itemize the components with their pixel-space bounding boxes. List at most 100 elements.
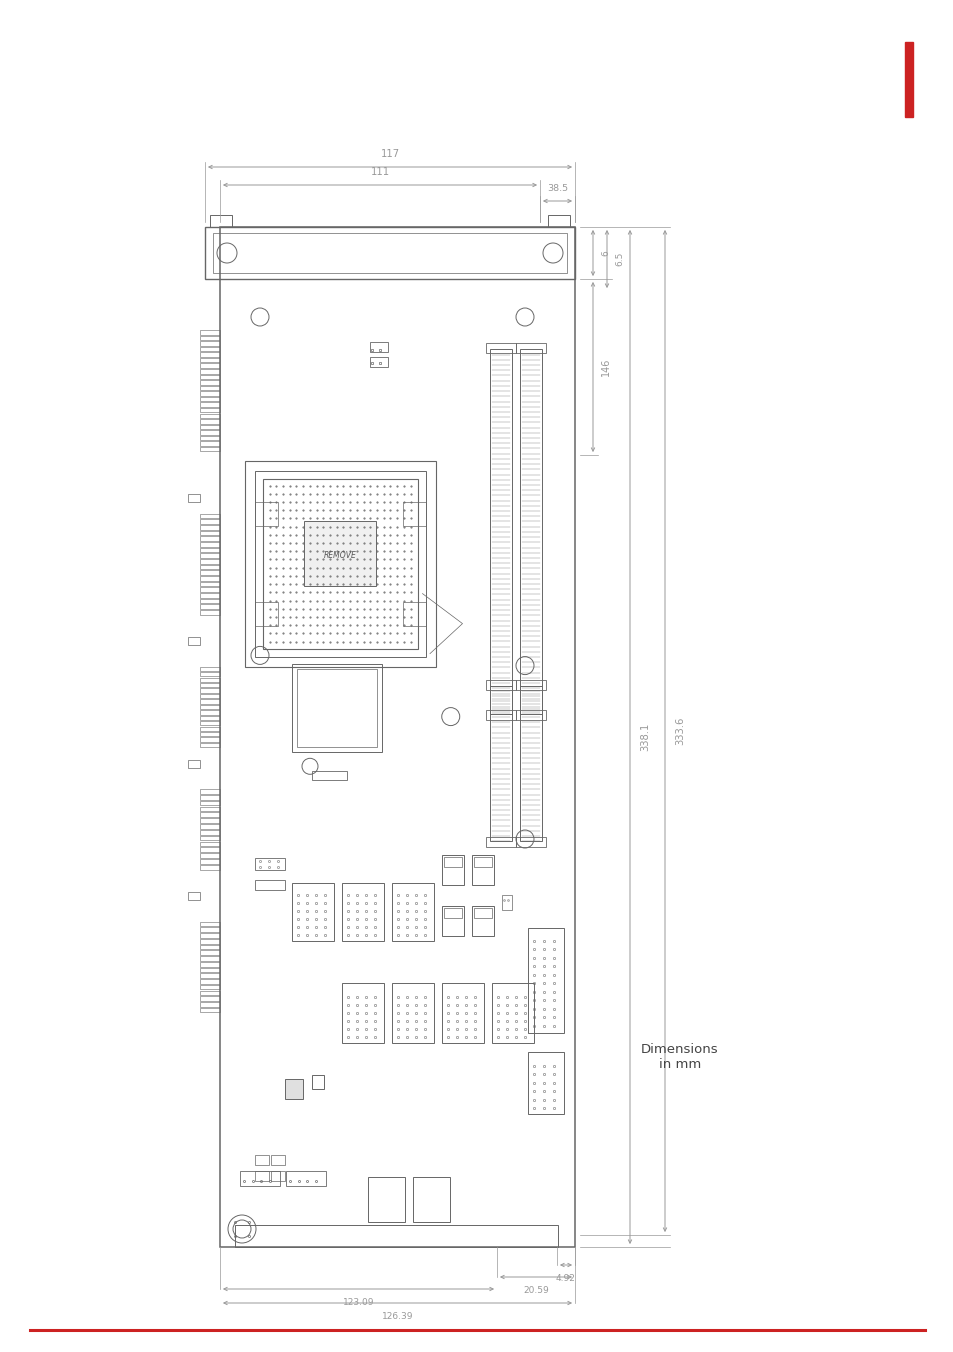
Bar [392,983,434,1042]
Bar [200,448,220,452]
Text: 123.09: 123.09 [342,1298,374,1307]
Bar [200,945,220,949]
Bar [200,380,220,384]
Bar [200,699,220,703]
Bar [200,677,220,681]
Bar [200,414,220,418]
Bar [200,397,220,402]
Bar [200,813,220,817]
Bar [200,375,220,379]
Bar [443,909,461,918]
Bar [490,349,512,714]
Bar [234,1225,558,1247]
Bar [516,343,545,353]
Bar [472,906,494,936]
Bar [200,430,220,435]
Bar [200,807,220,811]
Bar [312,1075,324,1088]
Bar [200,548,220,552]
Bar [200,973,220,977]
Bar [200,408,220,412]
Bar [441,854,463,886]
Bar [200,991,220,995]
Bar [341,983,384,1042]
Bar [285,1079,303,1099]
Text: Dimensions
in mm: Dimensions in mm [640,1042,718,1071]
Bar [200,956,220,961]
Bar [200,922,220,926]
Bar [254,1171,269,1180]
Bar [254,880,285,890]
Text: 111: 111 [370,168,389,177]
Bar [485,680,516,690]
Bar [200,542,220,546]
Bar [200,790,220,794]
Bar [286,1171,326,1186]
Bar [200,369,220,373]
Bar [200,672,220,676]
Bar [200,984,220,990]
Bar [200,927,220,932]
Text: 146: 146 [600,358,610,376]
Bar [200,604,220,608]
Bar [296,669,376,748]
Bar [292,883,334,941]
Bar [474,857,492,867]
Bar [200,836,220,841]
Text: 38.5: 38.5 [546,184,567,193]
Bar [200,1007,220,1013]
Bar [200,435,220,441]
Bar [254,602,277,626]
Bar [200,391,220,396]
Bar [490,685,512,841]
Bar [200,667,220,671]
Bar [188,892,200,900]
Bar [472,854,494,886]
Bar [200,710,220,715]
Text: 6.5: 6.5 [615,251,623,266]
Bar [200,848,220,852]
Bar [341,883,384,941]
Bar [200,519,220,525]
Bar [200,694,220,698]
Bar [200,938,220,944]
Bar [443,857,461,867]
Text: 4.92: 4.92 [556,1274,576,1283]
Bar [200,347,220,352]
Bar [547,215,569,227]
Bar [200,830,220,834]
Bar [200,853,220,859]
Bar [200,525,220,530]
Text: 333.6: 333.6 [675,717,684,745]
Bar [200,419,220,423]
Bar [485,343,516,353]
Bar [516,710,545,721]
Bar [200,403,220,407]
Bar [200,358,220,362]
Bar [200,514,220,518]
Bar [200,731,220,737]
Bar [200,581,220,587]
Bar [200,979,220,984]
Bar [200,825,220,829]
Bar [200,353,220,357]
Bar [402,602,425,626]
Bar [200,859,220,864]
Bar [200,553,220,558]
Bar [370,342,388,352]
Bar [244,461,435,667]
Bar [200,704,220,708]
Bar [188,760,200,768]
Bar [200,599,220,603]
Bar [527,1052,563,1114]
Bar [474,909,492,918]
Bar [402,502,425,526]
Bar [392,883,434,941]
Bar [200,425,220,429]
Text: 126.39: 126.39 [381,1311,413,1321]
Bar [254,502,277,526]
Bar [519,685,541,841]
Bar [200,531,220,535]
Bar [304,521,375,587]
Bar [485,837,516,846]
